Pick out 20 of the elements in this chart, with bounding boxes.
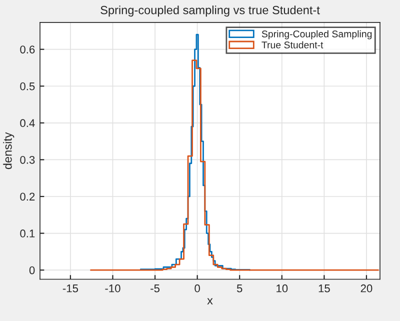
x-axis-title: x (207, 298, 213, 304)
x-tick-label: 20 (360, 284, 372, 292)
y-tick-label: 0.2 (20, 192, 35, 201)
y-tick-label: 0.3 (20, 156, 35, 164)
y-tick-label: 0.4 (20, 119, 35, 128)
x-tick-label: -5 (150, 284, 160, 292)
y-tick-label: 0 (29, 266, 35, 274)
x-tick-label: 10 (276, 284, 288, 292)
y-tick-label: 0.6 (20, 46, 35, 54)
x-tick-label: -15 (62, 284, 78, 292)
x-tick-label: 5 (236, 284, 242, 292)
chart-title: Spring-coupled sampling vs true Student-t (100, 6, 320, 17)
legend-label: Spring-Coupled Sampling (262, 30, 372, 40)
y-axis-title: density (3, 132, 14, 170)
x-tick-label: -10 (105, 284, 120, 292)
x-tick-label: 15 (318, 284, 330, 292)
y-tick-label: 0.5 (20, 82, 35, 90)
legend-label: True Student-t (262, 41, 324, 48)
y-tick-label: 0.1 (20, 230, 35, 238)
x-tick-label: 0 (194, 284, 200, 292)
